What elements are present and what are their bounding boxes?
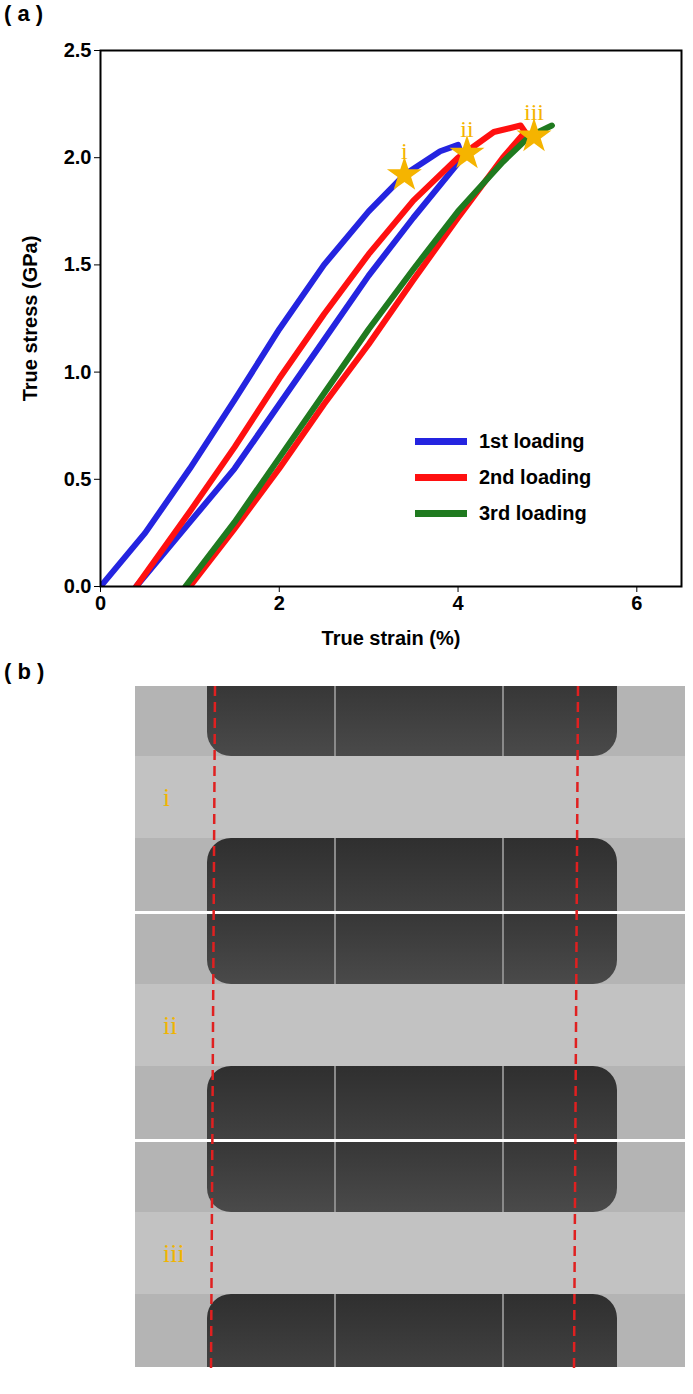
html-text:( a ): ( a )	[4, 1, 44, 26]
svg-text:1.5: 1.5	[64, 253, 92, 275]
svg-text:2.0: 2.0	[64, 146, 92, 168]
html-text:3rd loading: 3rd loading	[479, 501, 587, 524]
svg-text:True stress (GPa): True stress (GPa)	[19, 236, 41, 402]
svg-text:i: i	[163, 783, 170, 812]
svg-text:2.5: 2.5	[64, 39, 92, 61]
svg-text:4: 4	[452, 592, 464, 614]
svg-text:0.5: 0.5	[64, 468, 92, 490]
html-text:2nd loading: 2nd loading	[479, 465, 592, 488]
svg-text:iii: iii	[163, 1239, 185, 1268]
html-text:( b ): ( b )	[4, 659, 45, 684]
svg-text:6: 6	[631, 592, 642, 614]
svg-text:ii: ii	[163, 1011, 177, 1040]
svg-text:ii: ii	[460, 116, 474, 142]
svg-text:0.0: 0.0	[64, 575, 92, 597]
html-text:1st loading: 1st loading	[479, 429, 585, 452]
svg-text:2: 2	[274, 592, 285, 614]
svg-text:True strain (%): True strain (%)	[322, 627, 461, 649]
svg-text:1.0: 1.0	[64, 361, 92, 383]
svg-text:iii: iii	[524, 99, 544, 125]
svg-text:0: 0	[95, 592, 106, 614]
svg-text:i: i	[401, 138, 408, 164]
